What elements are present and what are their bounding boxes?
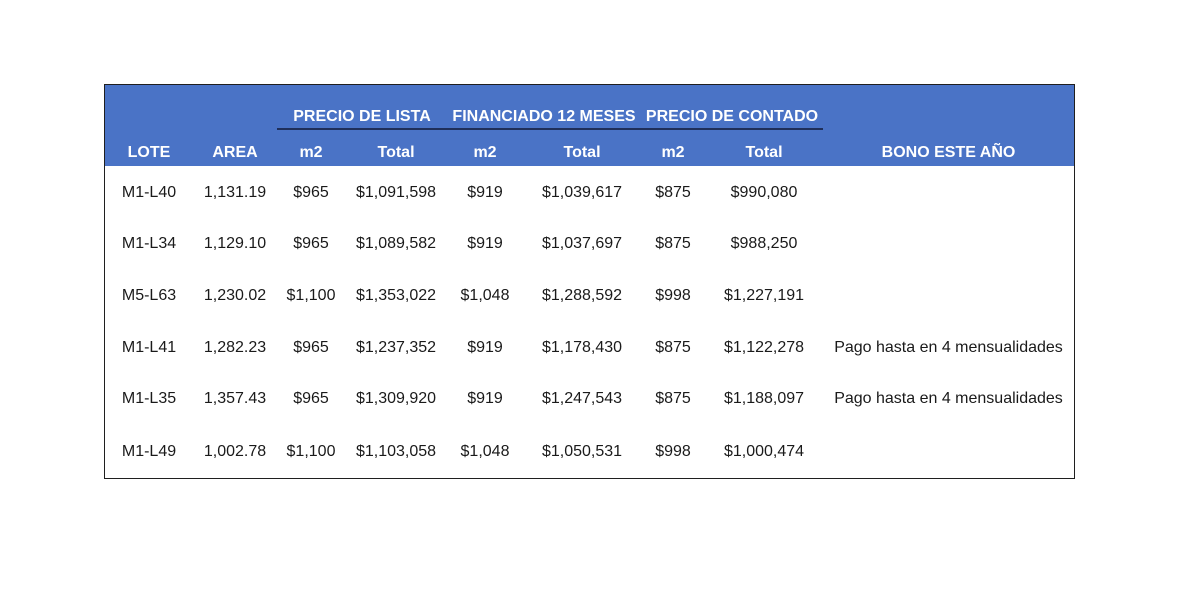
group-header-financiado: FINANCIADO 12 MESES [452, 108, 636, 125]
cell-contado-total: $988,250 [730, 235, 798, 252]
table-row: M5-L63 1,230.02 $1,100 $1,353,022 $1,048… [105, 281, 1074, 311]
cell-lista-total: $1,237,352 [355, 339, 437, 356]
cell-area: 1,357.43 [203, 390, 267, 407]
column-header-financiado-m2: m2 [473, 144, 497, 161]
cell-lista-m2: $1,100 [286, 287, 336, 304]
cell-financiado-total: $1,178,430 [541, 339, 623, 356]
table-row: M1-L34 1,129.10 $965 $1,089,582 $919 $1,… [105, 229, 1074, 259]
column-header-lote: LOTE [127, 144, 171, 161]
cell-lista-total: $1,309,920 [355, 390, 437, 407]
cell-lista-m2: $965 [293, 339, 329, 356]
column-header-area: AREA [212, 144, 258, 161]
cell-financiado-m2: $1,048 [460, 443, 510, 460]
table-row: M1-L35 1,357.43 $965 $1,309,920 $919 $1,… [105, 384, 1074, 414]
cell-lote: M1-L34 [121, 235, 177, 252]
cell-contado-m2: $998 [655, 287, 691, 304]
cell-bono: Pago hasta en 4 mensualidades [834, 339, 1063, 356]
cell-contado-total: $1,227,191 [723, 287, 805, 304]
column-header-contado-total: Total [745, 144, 783, 161]
cell-financiado-total: $1,288,592 [541, 287, 623, 304]
cell-contado-total: $1,188,097 [723, 390, 805, 407]
cell-financiado-m2: $919 [467, 390, 503, 407]
cell-lista-m2: $965 [293, 235, 329, 252]
cell-contado-m2: $875 [655, 390, 691, 407]
cell-contado-m2: $875 [655, 184, 691, 201]
cell-lista-total: $1,103,058 [355, 443, 437, 460]
cell-financiado-total: $1,247,543 [541, 390, 623, 407]
cell-lista-m2: $965 [293, 390, 329, 407]
cell-lote: M1-L35 [121, 390, 177, 407]
cell-lista-total: $1,353,022 [355, 287, 437, 304]
column-header-financiado-total: Total [563, 144, 601, 161]
cell-area: 1,282.23 [203, 339, 267, 356]
table-row: M1-L49 1,002.78 $1,100 $1,103,058 $1,048… [105, 437, 1074, 467]
column-header-bono: BONO ESTE AÑO [881, 144, 1016, 161]
cell-lista-m2: $965 [293, 184, 329, 201]
cell-contado-m2: $998 [655, 443, 691, 460]
cell-lote: M1-L40 [121, 184, 177, 201]
cell-contado-total: $990,080 [730, 184, 798, 201]
cell-area: 1,131.19 [203, 184, 267, 201]
table-row: M1-L41 1,282.23 $965 $1,237,352 $919 $1,… [105, 333, 1074, 363]
table-row: M1-L40 1,131.19 $965 $1,091,598 $919 $1,… [105, 178, 1074, 208]
cell-financiado-m2: $919 [467, 235, 503, 252]
cell-contado-m2: $875 [655, 235, 691, 252]
cell-financiado-m2: $919 [467, 184, 503, 201]
cell-lista-total: $1,089,582 [355, 235, 437, 252]
cell-lote: M1-L49 [121, 443, 177, 460]
table-header: PRECIO DE LISTA FINANCIADO 12 MESES PREC… [105, 85, 1074, 166]
cell-area: 1,129.10 [203, 235, 267, 252]
cell-contado-m2: $875 [655, 339, 691, 356]
cell-financiado-total: $1,037,697 [541, 235, 623, 252]
cell-lote: M5-L63 [121, 287, 177, 304]
group-header-contado: PRECIO DE CONTADO [645, 108, 819, 125]
cell-contado-total: $1,122,278 [723, 339, 805, 356]
group-header-precio-lista: PRECIO DE LISTA [293, 108, 431, 125]
column-header-lista-m2: m2 [299, 144, 323, 161]
cell-financiado-total: $1,039,617 [541, 184, 623, 201]
cell-lista-total: $1,091,598 [355, 184, 437, 201]
lot-price-table: PRECIO DE LISTA FINANCIADO 12 MESES PREC… [104, 84, 1075, 479]
group-header-underline [277, 128, 823, 130]
cell-bono: Pago hasta en 4 mensualidades [834, 390, 1063, 407]
cell-area: 1,002.78 [203, 443, 267, 460]
cell-financiado-total: $1,050,531 [541, 443, 623, 460]
column-header-lista-total: Total [377, 144, 415, 161]
cell-lote: M1-L41 [121, 339, 177, 356]
cell-area: 1,230.02 [203, 287, 267, 304]
cell-lista-m2: $1,100 [286, 443, 336, 460]
column-header-contado-m2: m2 [661, 144, 685, 161]
cell-financiado-m2: $1,048 [460, 287, 510, 304]
cell-contado-total: $1,000,474 [723, 443, 805, 460]
cell-financiado-m2: $919 [467, 339, 503, 356]
